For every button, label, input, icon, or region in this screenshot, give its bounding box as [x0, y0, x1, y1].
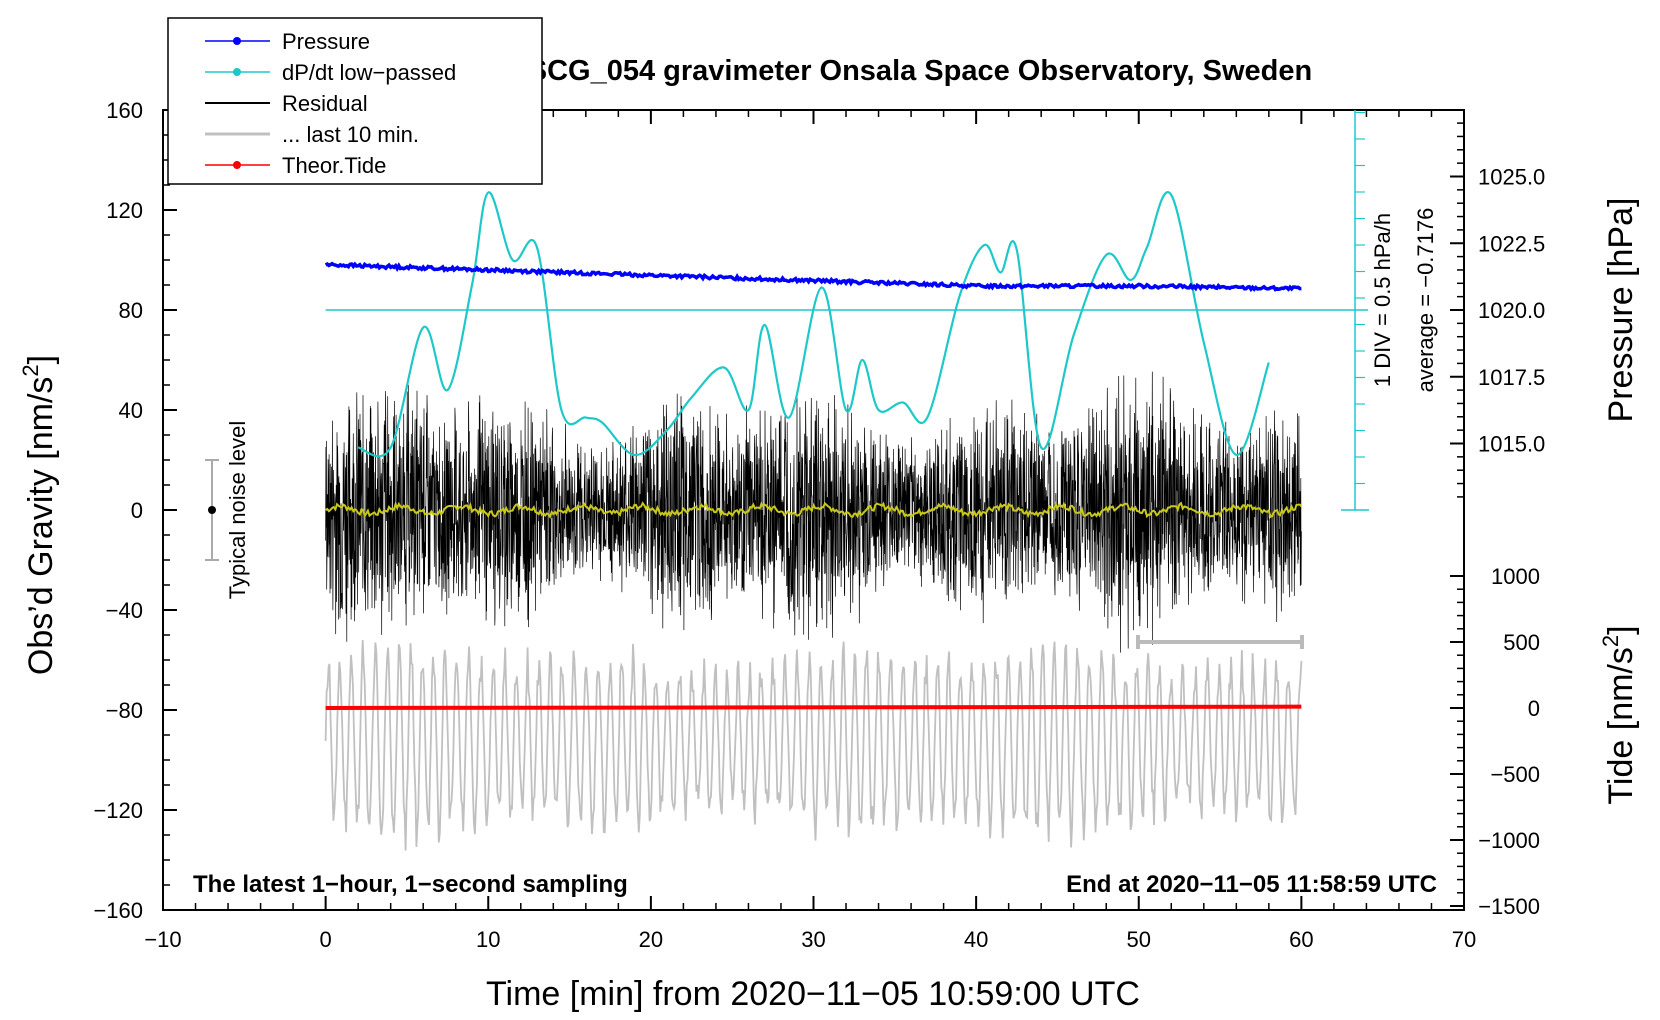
y-axis-left-title: Obs’d Gravity [nm/s2] — [18, 355, 60, 675]
last-10-min-series — [324, 639, 1303, 851]
bottom-right-note: End at 2020−11−05 11:58:59 UTC — [1066, 871, 1437, 898]
pressure-tick-label: 1022.5 — [1478, 231, 1545, 256]
legend-box — [167, 17, 543, 185]
residual-smoothed-series — [325, 501, 1303, 520]
tide-title-sup: 2 — [1598, 635, 1623, 647]
residual-smoothed-line — [325, 501, 1303, 520]
axes: −10 0 10 20 30 40 50 60 70 160 120 80 40 0 −40 −80 −120 −… — [93, 98, 1545, 952]
y-tick-label: 0 — [131, 498, 143, 523]
tide-tick-label: 500 — [1503, 630, 1540, 655]
y-tick-label: 160 — [106, 98, 143, 123]
y-tick-label: −80 — [106, 698, 143, 723]
legend-marker — [233, 37, 241, 45]
last10-line — [324, 639, 1303, 851]
x-tick-label: 40 — [964, 927, 988, 952]
tide-title-end: ] — [1602, 625, 1640, 634]
chart-title: SCG_054 gravimeter Onsala Space Observat… — [528, 55, 1312, 87]
pressure-reference — [325, 110, 1369, 511]
residual-line — [325, 371, 1302, 653]
y-tick-label: −40 — [106, 598, 143, 623]
noise-bar-dot — [208, 506, 216, 514]
dpdt-line — [357, 191, 1270, 458]
x-tick-label: 0 — [320, 927, 332, 952]
legend-label: ... last 10 min. — [282, 122, 419, 147]
y-tick-label: 120 — [106, 198, 143, 223]
tide-title-main: Tide [nm/s — [1602, 647, 1640, 804]
x-tick-label: −10 — [144, 927, 181, 952]
y-tick-label: −160 — [93, 898, 143, 923]
y-left-title-main: Obs’d Gravity [nm/s — [22, 377, 60, 676]
x-axis-title: Time [min] from 2020−11−05 10:59:00 UTC — [486, 975, 1140, 1013]
x-tick-label: 70 — [1452, 927, 1476, 952]
y-tick-label: −120 — [93, 798, 143, 823]
x-tick-label: 10 — [476, 927, 500, 952]
legend-marker — [233, 161, 241, 169]
pressure-series — [324, 261, 1302, 293]
legend-label: dP/dt low−passed — [282, 60, 456, 85]
legend-label: Theor.Tide — [282, 153, 386, 178]
pressure-tick-label: 1025.0 — [1478, 165, 1545, 190]
tide-line — [325, 704, 1302, 710]
last10-range-bar — [1136, 635, 1304, 649]
average-label: average = −0.7176 — [1413, 208, 1438, 393]
bottom-left-note: The latest 1−hour, 1−second sampling — [193, 871, 628, 898]
y-axis-tide-title: Tide [nm/s2] — [1598, 625, 1640, 804]
y-tick-label: 40 — [119, 398, 143, 423]
tide-tick-label: −1500 — [1478, 894, 1540, 919]
tide-tick-label: −500 — [1490, 762, 1540, 787]
pressure-tick-label: 1020.0 — [1478, 298, 1545, 323]
noise-level-label: Typical noise level — [225, 421, 250, 600]
dpdt-series — [357, 191, 1270, 458]
legend-label: Residual — [282, 91, 368, 116]
pressure-line — [324, 261, 1302, 293]
x-tick-label: 20 — [639, 927, 663, 952]
legend: Pressure dP/dt low−passed Residual ... last… — [167, 17, 543, 185]
tide-tick-label: −1000 — [1478, 828, 1540, 853]
pressure-tick-label: 1015.0 — [1478, 432, 1545, 457]
legend-marker — [233, 68, 241, 76]
tide-tick-label: 1000 — [1491, 564, 1540, 589]
residual-series — [325, 371, 1302, 653]
y-left-title-sup: 2 — [18, 364, 43, 376]
x-tick-label: 50 — [1127, 927, 1151, 952]
y-axis-pressure-title: Pressure [hPa] — [1602, 198, 1640, 423]
div-label: 1 DIV = 0.5 hPa/h — [1370, 213, 1395, 387]
tide-tick-label: 0 — [1528, 696, 1540, 721]
x-tick-label: 60 — [1289, 927, 1313, 952]
x-tick-label: 30 — [801, 927, 825, 952]
theor-tide-series — [325, 704, 1302, 710]
y-tick-label: 80 — [119, 298, 143, 323]
legend-label: Pressure — [282, 29, 370, 54]
noise-level-bar — [205, 459, 219, 561]
y-left-title-end: ] — [22, 355, 60, 364]
pressure-tick-label: 1017.5 — [1478, 365, 1545, 390]
